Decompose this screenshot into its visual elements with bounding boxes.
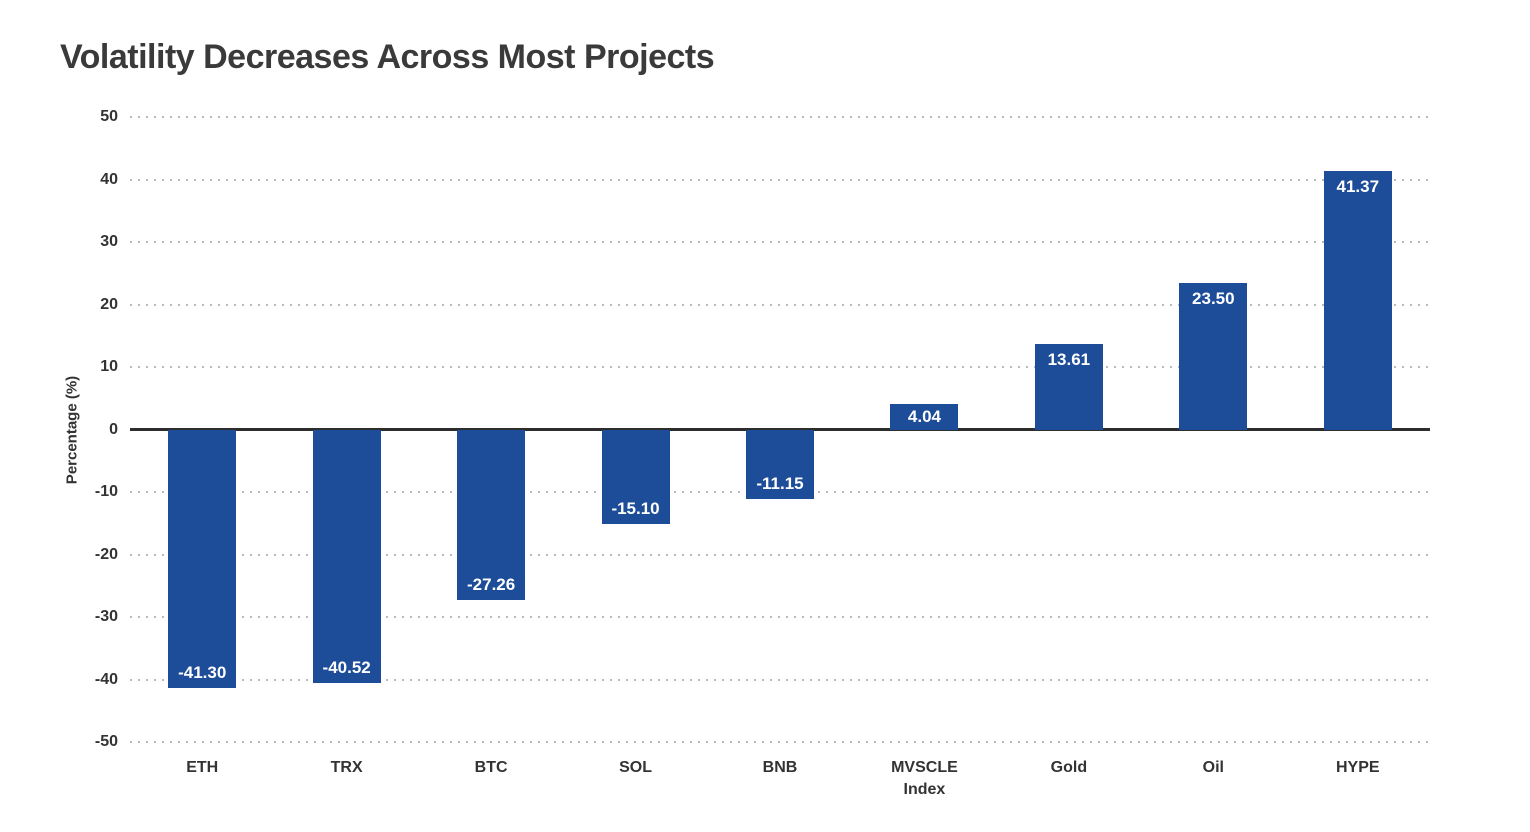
gridline: [130, 553, 1430, 556]
gridline: [130, 678, 1430, 681]
bar-value-label: -27.26: [467, 574, 516, 594]
y-tick-label: -10: [94, 483, 118, 500]
y-tick-label: 40: [100, 170, 118, 188]
x-category-label: MVSCLE Index: [891, 759, 958, 798]
y-tick-label: -30: [94, 608, 118, 625]
y-tick-label: 10: [100, 358, 118, 375]
y-tick-label: 50: [100, 108, 118, 125]
bar-sol: -15.10: [601, 429, 670, 524]
bar-value-label: 23.50: [1192, 288, 1235, 308]
x-category-label: TRX: [330, 759, 363, 776]
x-category-label: SOL: [619, 759, 652, 776]
y-tick-label: 0: [109, 420, 118, 438]
chart-title: Volatility Decreases Across Most Project…: [60, 38, 715, 76]
x-axis-labels: ETH TRX BTC SOL BNB MVSCLE Index Gold Oil HYPE: [130, 757, 1430, 817]
bar-trx: -40.52: [312, 429, 381, 683]
x-category-label: Oil: [1202, 759, 1224, 776]
bar-value-label: -15.10: [611, 498, 660, 518]
bar-eth: -41.30: [168, 429, 237, 688]
bar-value-label: 4.04: [907, 407, 941, 427]
bar-mvscle-index: 4.04: [890, 404, 959, 430]
bar-oil: 23.50: [1179, 282, 1248, 430]
y-tick-label: -40: [94, 670, 118, 688]
x-category-label: Gold: [1050, 759, 1088, 776]
bar-bnb: -11.15: [746, 429, 814, 500]
bar-value-label: -41.30: [178, 662, 227, 682]
x-category-label: BNB: [762, 759, 798, 776]
bar-hype: 41.37: [1323, 170, 1392, 430]
bar-btc: -27.26: [457, 429, 526, 600]
gridline: [130, 241, 1430, 243]
x-category-label: ETH: [186, 759, 219, 776]
gridline: [130, 178, 1430, 181]
bar-value-label: 13.61: [1047, 350, 1091, 370]
y-tick-label: -20: [94, 545, 118, 563]
bar-value-label: -40.52: [322, 657, 371, 677]
gridline: [130, 366, 1430, 368]
gridline: [130, 303, 1430, 306]
bar-value-label: -11.15: [756, 474, 804, 494]
y-tick-label: 30: [100, 233, 118, 250]
y-tick-labels: 50 40 30 20 10 0 -10 -20 -30 -40 -50: [0, 108, 118, 750]
bar-gold: 13.61: [1034, 344, 1103, 430]
plot-area: -41.30 -40.52 -27.26 -15.10 -11.15 4.04 13.61 2…: [130, 116, 1430, 743]
x-category-label: HYPE: [1335, 759, 1380, 776]
gridline: [130, 741, 1430, 743]
gridline: [130, 616, 1430, 618]
x-category-label: BTC: [474, 759, 508, 776]
y-tick-label: -50: [94, 733, 118, 750]
bar-value-label: 41.37: [1336, 176, 1380, 196]
gridline: [130, 116, 1430, 118]
y-tick-label: 20: [100, 295, 118, 313]
